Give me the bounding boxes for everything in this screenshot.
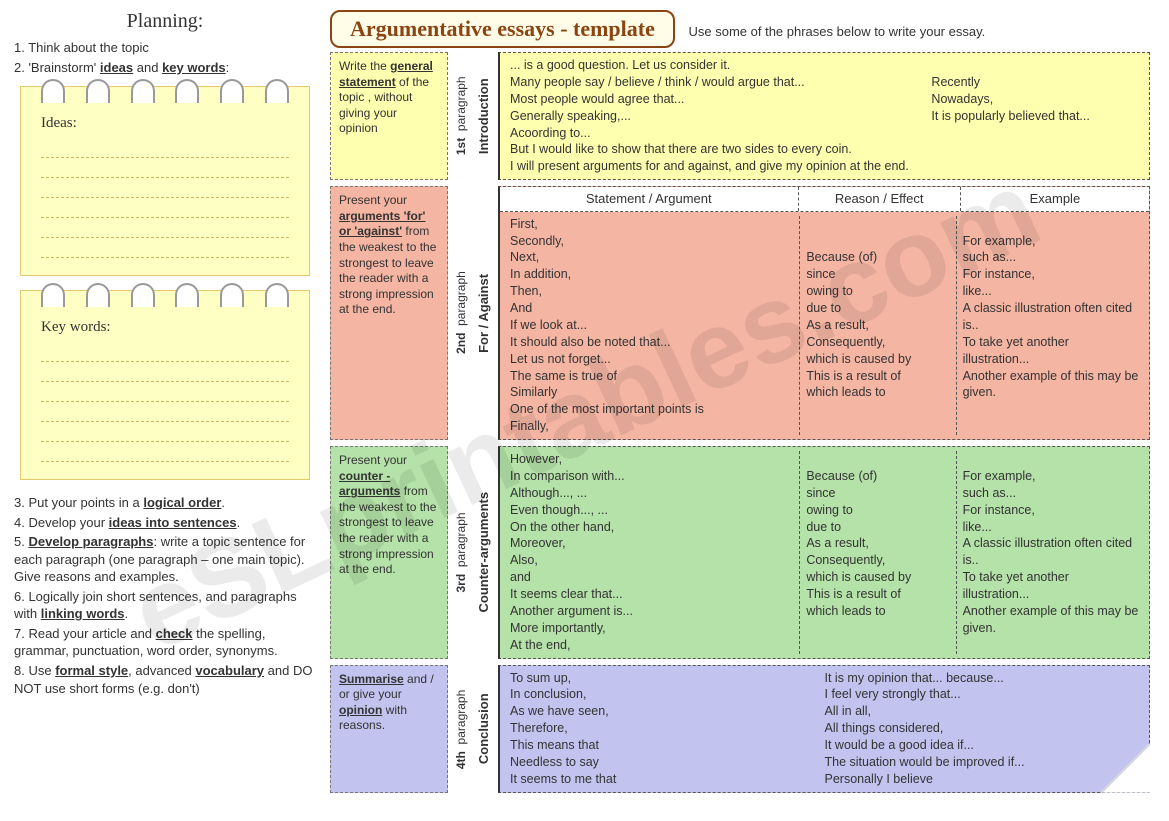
step-7: 7. Read your article and check the spell… <box>14 625 320 660</box>
step-8: 8. Use formal style, advanced vocabulary… <box>14 662 320 697</box>
step-4: 4. Develop your ideas into sentences. <box>14 514 320 532</box>
for-statements: First, Secondly, Next, In addition, Then… <box>510 216 799 435</box>
head-reason: Reason / Effect <box>799 187 961 211</box>
row-counter: Present your counter - arguments from th… <box>330 446 1150 659</box>
instr-conclusion: Summarise and / or give your opinion wit… <box>330 665 448 793</box>
intro-col2: RecentlyNowadays,It is popularly believe… <box>931 57 1139 175</box>
planning-column: Planning: 1. Think about the topic 2. 'B… <box>10 10 320 699</box>
instr-for: Present your arguments 'for' or 'against… <box>330 186 448 440</box>
content-counter: However, In comparison with... Although.… <box>498 446 1150 659</box>
step-3: 3. Put your points in a logical order. <box>14 494 320 512</box>
planning-heading: Planning: <box>10 10 320 33</box>
head-example: Example <box>961 187 1149 211</box>
for-examples: For example, such as... For instance, li… <box>957 216 1139 435</box>
ideas-label: Ideas: <box>41 115 289 132</box>
para-1-label: 1st paragraph <box>454 52 476 180</box>
notepad-ideas: Ideas: <box>20 86 310 276</box>
template-column: Argumentative essays - template Use some… <box>330 10 1150 799</box>
notepad-rings <box>21 283 309 307</box>
for-reasons: Because (of) since owing to due to As a … <box>799 216 956 435</box>
instr-intro: Write the general statement of the topic… <box>330 52 448 180</box>
concl-col1: To sum up, In conclusion, As we have see… <box>510 670 825 788</box>
content-for: Statement / Argument Reason / Effect Exa… <box>498 186 1150 440</box>
step-6: 6. Logically join short sentences, and p… <box>14 588 320 623</box>
content-conclusion: To sum up, In conclusion, As we have see… <box>498 665 1150 793</box>
para-4-label: 4th paragraph <box>454 665 476 793</box>
step-1: 1. Think about the topic <box>14 39 320 57</box>
sec-concl-label: Conclusion <box>476 665 498 793</box>
para-2-label: 2nd paragraph <box>454 186 476 440</box>
sec-for-label: For / Against <box>476 186 498 440</box>
planning-steps-top: 1. Think about the topic 2. 'Brainstorm'… <box>10 39 320 76</box>
planning-steps-bottom: 3. Put your points in a logical order. 4… <box>10 494 320 697</box>
content-intro: ... is a good question. Let us consider … <box>498 52 1150 180</box>
notepad-rings <box>21 79 309 103</box>
keywords-label: Key words: <box>41 319 289 336</box>
head-statement: Statement / Argument <box>500 187 799 211</box>
row-conclusion: Summarise and / or give your opinion wit… <box>330 665 1150 793</box>
subtitle: Use some of the phrases below to write y… <box>689 24 986 39</box>
concl-col2: It is my opinion that... because... I fe… <box>825 670 1140 788</box>
intro-col1: ... is a good question. Let us consider … <box>510 57 931 175</box>
para-3-label: 3rd paragraph <box>454 446 476 659</box>
step-5: 5. Develop paragraphs: write a topic sen… <box>14 533 320 586</box>
row-for-against: Present your arguments 'for' or 'against… <box>330 186 1150 440</box>
step-2: 2. 'Brainstorm' ideas and key words: <box>14 59 320 77</box>
counter-examples: For example, such as... For instance, li… <box>957 451 1139 654</box>
notepad-keywords: Key words: <box>20 290 310 480</box>
page-title: Argumentative essays - template <box>330 10 675 48</box>
row-introduction: Write the general statement of the topic… <box>330 52 1150 180</box>
column-headers: Statement / Argument Reason / Effect Exa… <box>500 187 1149 212</box>
counter-reasons: Because (of) since owing to due to As a … <box>799 451 956 654</box>
sec-counter-label: Counter-arguments <box>476 446 498 659</box>
counter-statements: However, In comparison with... Although.… <box>510 451 799 654</box>
sections: Write the general statement of the topic… <box>330 52 1150 793</box>
instr-counter: Present your counter - arguments from th… <box>330 446 448 659</box>
sec-intro-label: Introduction <box>476 52 498 180</box>
